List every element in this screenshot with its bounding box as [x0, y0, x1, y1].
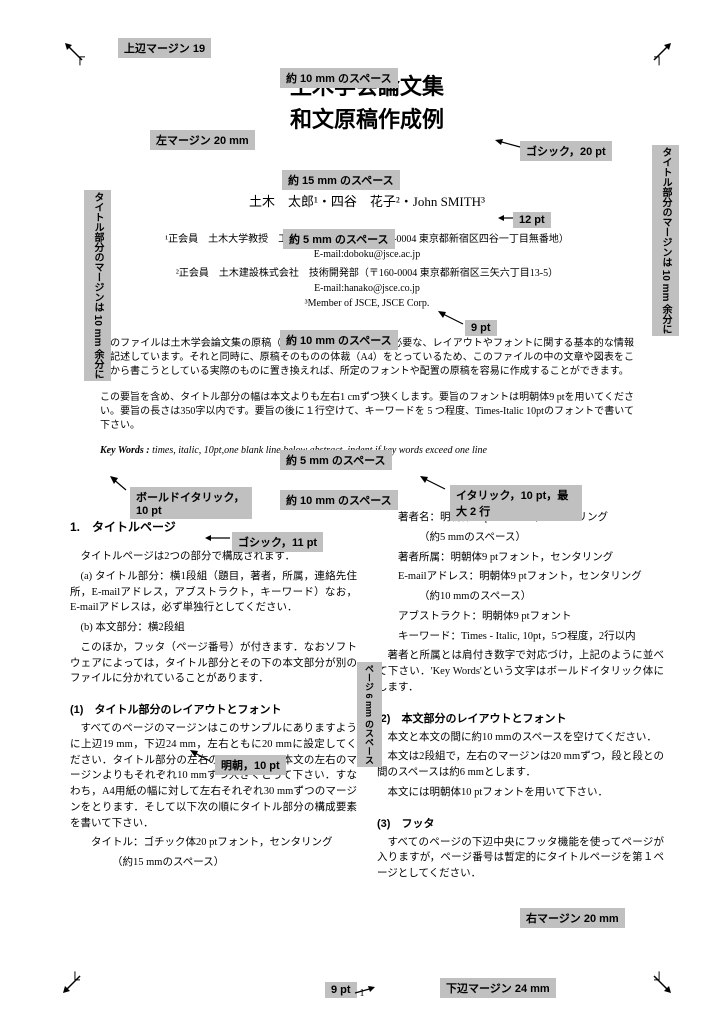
arrow-12pt: [498, 213, 516, 223]
label-space-10-3: 約 10 mm のスペース: [280, 490, 398, 510]
label-right-margin: 右マージン 20 mm: [520, 908, 625, 928]
r4: E-mailアドレス：明朝体9 ptフォント，センタリング: [377, 569, 664, 585]
r8: 著者と所属とは肩付き数字で対応づけ，上記のように並べて下さい．'Key Word…: [377, 648, 664, 695]
r6: アブストラクト：明朝体9 ptフォント: [377, 609, 664, 625]
label-space-15: 約 15 mm のスペース: [282, 170, 400, 190]
label-italic-10: イタリック，10 pt，最大 2 行: [450, 485, 582, 521]
p5: すべてのページのマージンはこのサンプルにありますように上辺19 mm，下辺24 …: [70, 721, 357, 831]
right-column: 著者名：明朝体12 ptフォント，センタリング （約5 mmのスペース） 著者所…: [377, 506, 664, 882]
page-number: 1: [0, 988, 724, 999]
arrow-bi: [108, 475, 133, 493]
p2: (a) タイトル部分：横1段組（題目，著者，所属，連絡先住所，E-mailアドレ…: [70, 569, 357, 616]
label-bold-italic: ボールドイタリック，10 pt: [130, 487, 252, 519]
arrow-gothic: [495, 137, 525, 151]
r11: 本文には明朝体10 ptフォントを用いて下さい．: [377, 785, 664, 801]
label-space-10-2: 約 10 mm のスペース: [280, 330, 398, 350]
arrow-tl: [62, 40, 87, 65]
label-left-margin: 左マージン 20 mm: [150, 130, 255, 150]
label-space-10-1: 約 10 mm のスペース: [280, 68, 398, 88]
r3: 著者所属：明朝体9 ptフォント，センタリング: [377, 550, 664, 566]
p4: このほか，フッタ（ページ番号）が付きます．なおソフトウェアによっては，タイトル部…: [70, 640, 357, 687]
label-space-5-1: 約 5 mm のスペース: [283, 229, 395, 249]
label-mincho-10: 明朝，10 pt: [215, 755, 286, 775]
label-vert-center: ページ 6 mm のスペース: [357, 662, 382, 767]
r7: キーワード：Times - Italic, 10pt，5つ程度，2行以内: [377, 629, 664, 645]
page: ┌ ┐ └ ┘ 上辺マージン 19 約 10 mm のスペース 左マージン 20…: [0, 0, 724, 1024]
sub1-3: (3) フッタ: [377, 815, 664, 831]
r10: 本文は2段組で，左右のマージンは20 mmずつ，段と段との間のスペースは約6 m…: [377, 749, 664, 781]
p3: (b) 本文部分：横2段組: [70, 620, 357, 636]
arrow-it: [420, 475, 450, 493]
abstract-p2: この要旨を含め、タイトル部分の幅は本文よりも左右1 cmずつ狭くします。要旨のフ…: [100, 391, 634, 433]
label-12pt: 12 pt: [513, 212, 551, 228]
label-gothic-11: ゴシック，11 pt: [232, 532, 323, 552]
label-vert-left: タイトル部分のマージンは 10 mm 余分に: [84, 190, 111, 381]
title-line2: 和文原稿作成例: [290, 107, 444, 132]
sub1-1: (1) タイトル部分のレイアウトとフォント: [70, 701, 357, 717]
r5: （約10 mmのスペース）: [377, 589, 664, 605]
label-gothic-20: ゴシック，20 pt: [520, 141, 612, 161]
sub1-2: (2) 本文部分のレイアウトとフォント: [377, 710, 664, 726]
authors: 土木 太郎¹・四谷 花子²・John SMITH³: [70, 191, 664, 210]
arrow-g11: [205, 533, 233, 543]
left-column: 1. タイトルページ タイトルページは2つの部分で構成されます． (a) タイト…: [70, 506, 357, 882]
p7: （約15 mmのスペース）: [70, 855, 357, 871]
label-vert-right: タイトル部分のマージンは 10 mm 余分に: [652, 145, 679, 336]
email1: E-mail:doboku@jsce.ac.jp: [70, 249, 664, 260]
email2: E-mail:hanako@jsce.co.jp: [70, 283, 664, 294]
label-9pt: 9 pt: [465, 320, 497, 336]
arrow-9pt: [438, 310, 468, 328]
label-top-margin: 上辺マージン 19: [118, 38, 211, 58]
p6: タイトル：ゴチック体20 ptフォント，センタリング: [70, 835, 357, 851]
r2: （約5 mmのスペース）: [377, 530, 664, 546]
r9: 本文と本文の間に約10 mmのスペースを空けてください．: [377, 730, 664, 746]
affil2: ²正会員 土木建設株式会社 技術開発部（〒160-0004 東京都新宿区三矢六丁…: [70, 264, 664, 279]
r12: すべてのページの下辺中央にフッタ機能を使ってページが入りますが，ページ番号は暫定…: [377, 835, 664, 882]
affil3: ³Member of JSCE, JSCE Corp.: [70, 298, 664, 309]
arrow-m10: [190, 749, 215, 764]
label-space-5-2: 約 5 mm のスペース: [280, 450, 392, 470]
keywords-label: Key Words :: [100, 445, 150, 456]
arrow-tr: [649, 40, 674, 65]
